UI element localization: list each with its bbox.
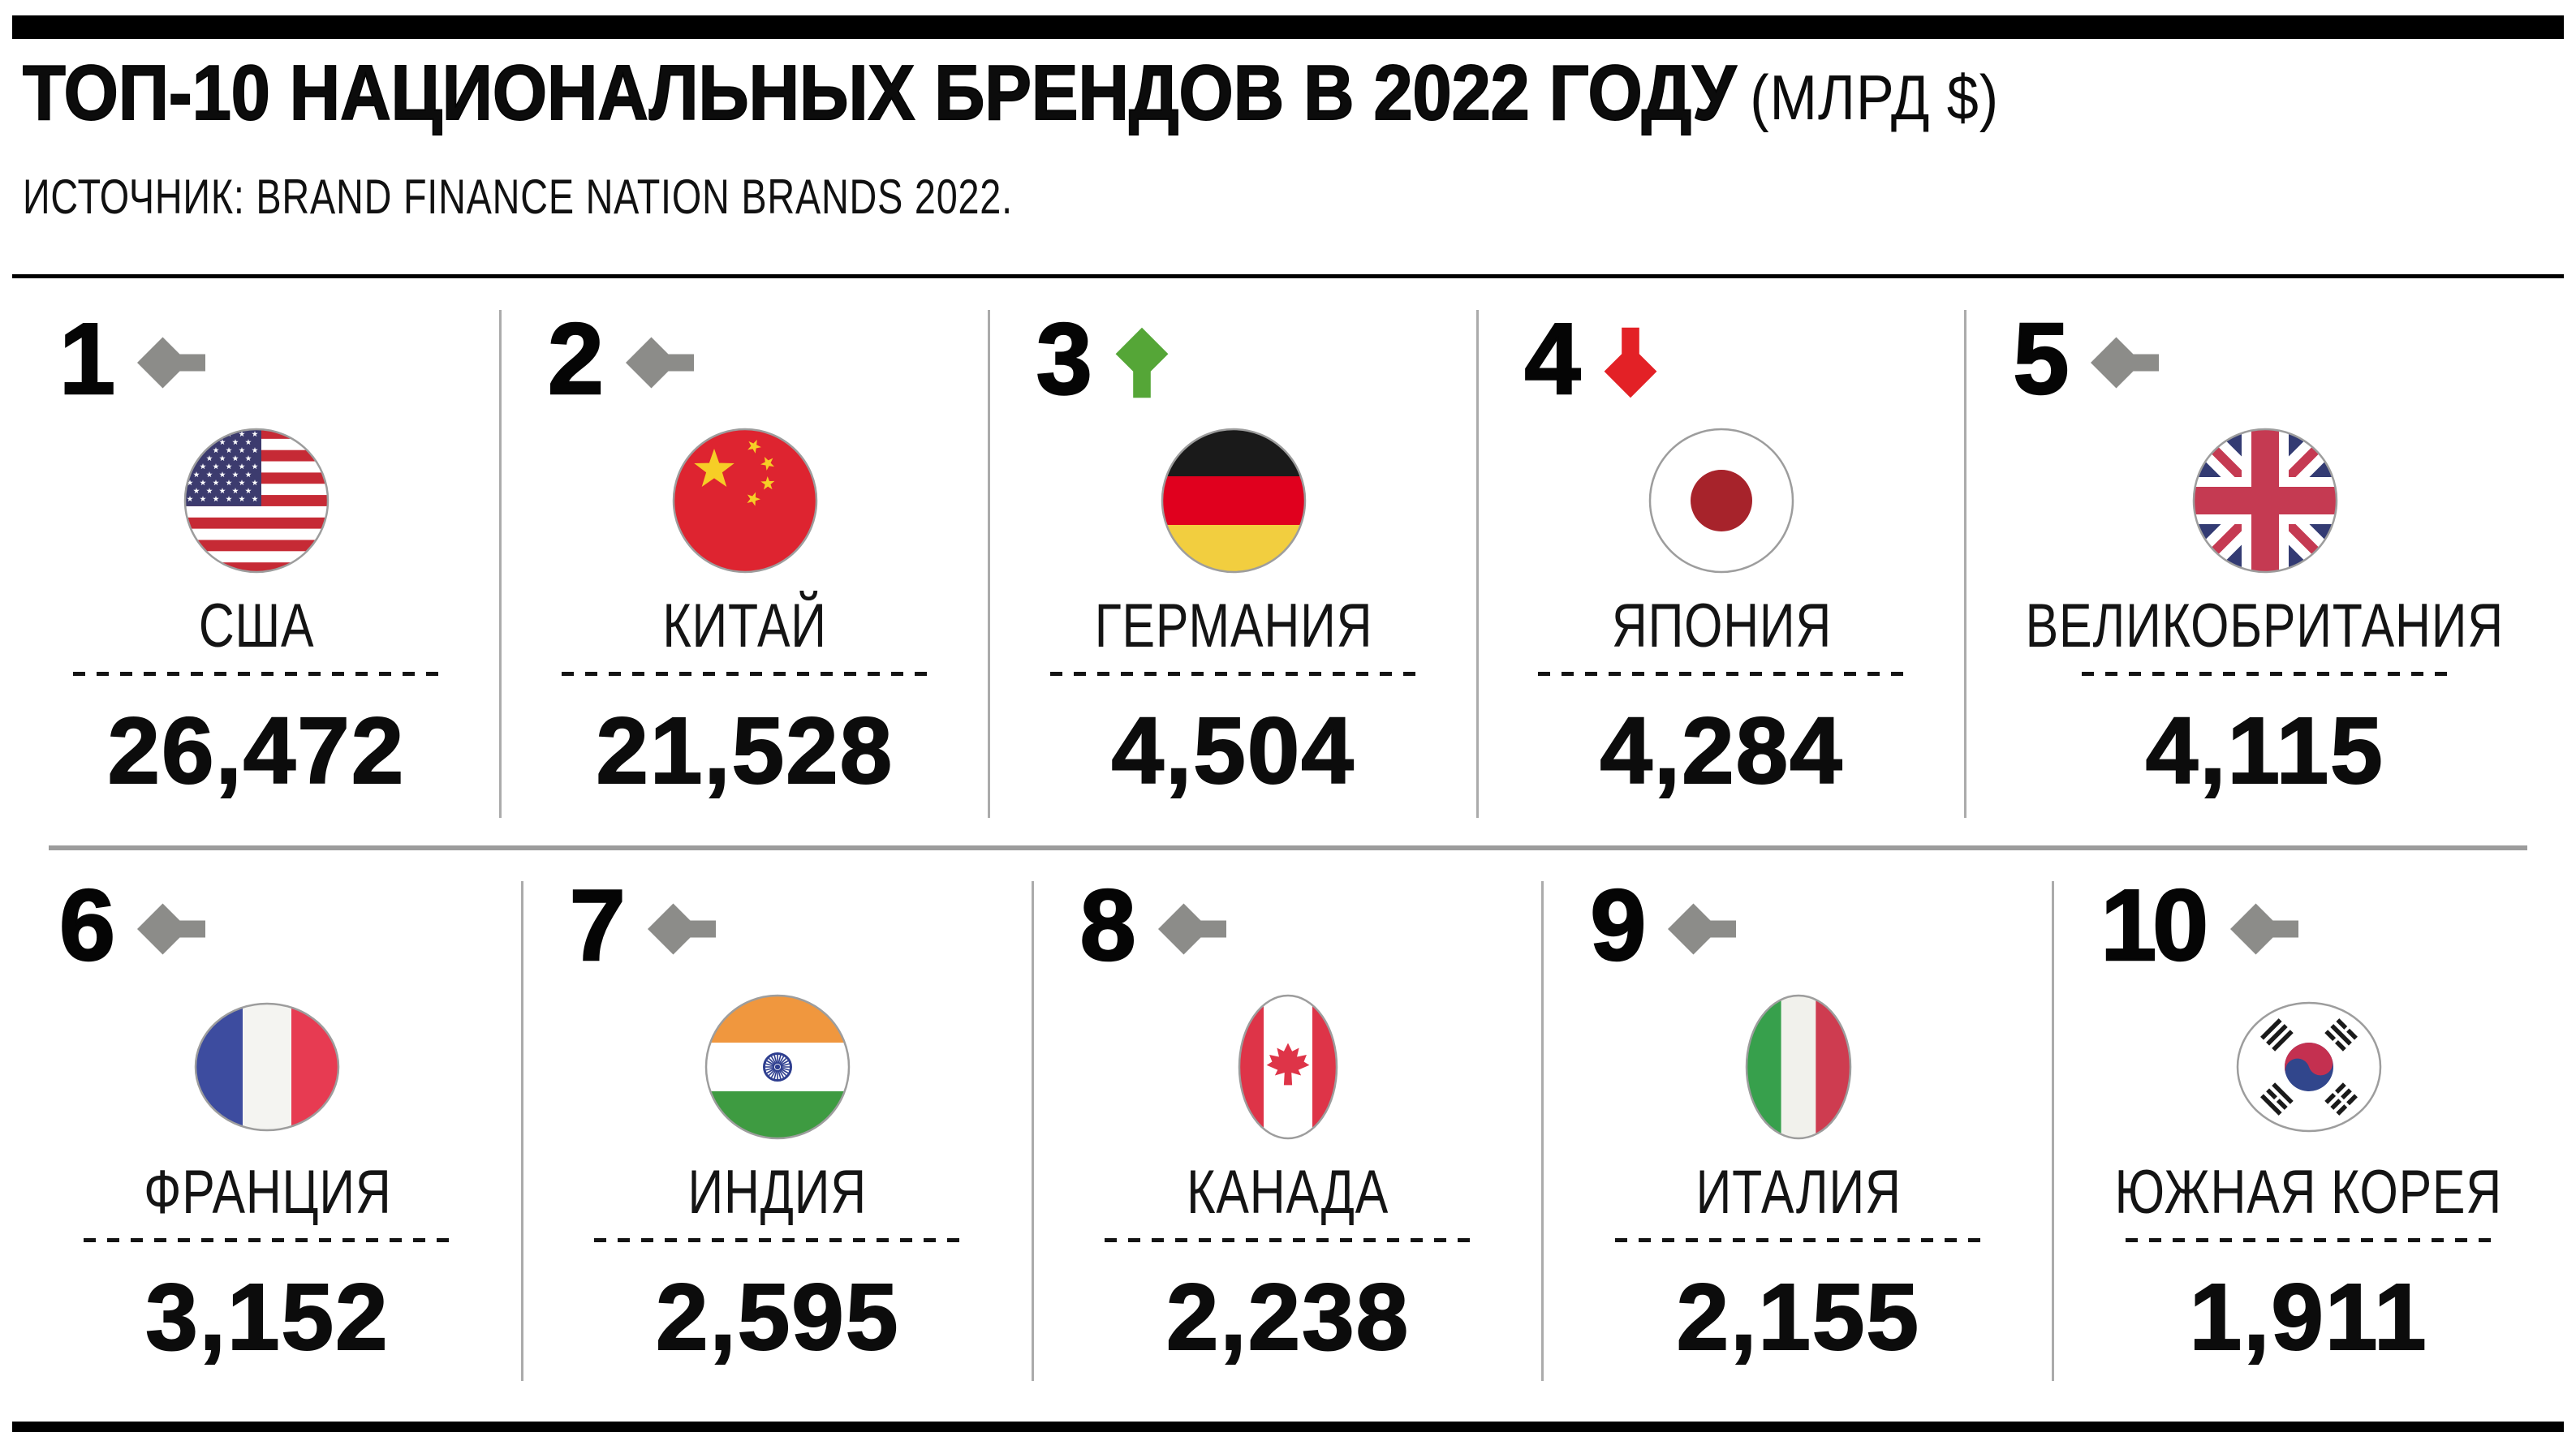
top-accent-bar <box>12 15 2564 39</box>
dashed-divider <box>1538 672 1906 676</box>
country-name: КИТАЙ <box>662 591 828 660</box>
trend-down-arrow-icon <box>1601 321 1660 399</box>
rank-number: 1 <box>58 303 116 416</box>
rank-row: 1 <box>12 303 501 416</box>
rank-number: 8 <box>1079 870 1136 983</box>
row-separator <box>49 845 2527 850</box>
brand-value: 4,504 <box>1110 698 1355 803</box>
rank-number: 6 <box>58 870 116 983</box>
trend-up-arrow-icon <box>1113 321 1171 399</box>
rank-row: 10 <box>2053 870 2564 983</box>
dashed-divider <box>561 672 928 676</box>
country-card: 9 ИТАЛИЯ 2,155 <box>1543 850 2054 1418</box>
country-name: КАНАДА <box>1187 1158 1389 1227</box>
country-name: ЮЖНАЯ КОРЕЯ <box>2114 1158 2503 1227</box>
brand-value: 2,155 <box>1676 1264 1920 1370</box>
flag-japan-icon <box>1478 425 1966 576</box>
rank-row: 6 <box>12 870 523 983</box>
grid-row-2: 6 ФРАНЦИЯ 3,152 7 ИНДИЯ 2,595 8 <box>12 850 2564 1418</box>
trend-same-arrow-icon <box>136 896 207 957</box>
dashed-divider <box>594 1238 962 1242</box>
trend-same-arrow-icon <box>2089 329 2160 391</box>
country-card: 8 КАНАДА 2,238 <box>1033 850 1544 1418</box>
rank-number: 4 <box>1523 303 1581 416</box>
rank-number: 2 <box>547 303 605 416</box>
brand-value: 1,911 <box>2189 1264 2428 1370</box>
country-card: 10 ЮЖНАЯ КОРЕЯ 1,911 <box>2053 850 2564 1418</box>
flag-canada-icon <box>1033 991 1544 1142</box>
flag-uk-icon <box>1966 425 2564 576</box>
dashed-divider <box>2081 672 2449 676</box>
brand-value: 2,595 <box>655 1264 900 1370</box>
brand-value: 2,238 <box>1165 1264 1411 1370</box>
page-title-text: ТОП-10 НАЦИОНАЛЬНЫХ БРЕНДОВ В 2022 ГОДУ <box>22 49 1737 136</box>
page-title-unit: (МЛРД $) <box>1750 62 1999 133</box>
country-name: ЯПОНИЯ <box>1611 591 1833 660</box>
dashed-divider <box>1614 1238 1982 1242</box>
dashed-divider <box>72 672 440 676</box>
dashed-divider <box>2125 1238 2492 1242</box>
country-name: США <box>198 591 315 660</box>
country-card: 4 ЯПОНИЯ 4,284 <box>1478 284 1967 845</box>
grid-row-1: 1 США 26,472 2 КИТАЙ 21,528 3 ГЕРМАНИЯ <box>12 284 2564 845</box>
country-card: 1 США 26,472 <box>12 284 502 845</box>
brand-value: 3,152 <box>144 1264 390 1370</box>
brand-value: 21,528 <box>595 698 894 803</box>
country-card: 3 ГЕРМАНИЯ 4,504 <box>989 284 1479 845</box>
rank-row: 2 <box>501 303 989 416</box>
flag-india-icon <box>523 991 1033 1142</box>
brand-value: 4,284 <box>1599 698 1844 803</box>
ranking-grid: 1 США 26,472 2 КИТАЙ 21,528 3 ГЕРМАНИЯ <box>12 284 2564 1418</box>
dashed-divider <box>84 1238 451 1242</box>
flag-italy-icon <box>1543 991 2053 1142</box>
country-name: ИТАЛИЯ <box>1695 1158 1902 1227</box>
page-title: ТОП-10 НАЦИОНАЛЬНЫХ БРЕНДОВ В 2022 ГОДУ … <box>22 49 1999 136</box>
flag-south-korea-icon <box>2053 991 2564 1142</box>
country-card: 2 КИТАЙ 21,528 <box>501 284 990 845</box>
rank-number: 3 <box>1035 303 1092 416</box>
flag-china-icon <box>501 425 989 576</box>
country-name: ФРАНЦИЯ <box>143 1158 392 1227</box>
flag-usa-icon <box>12 425 501 576</box>
brand-value: 4,115 <box>2145 698 2384 803</box>
country-name: ГЕРМАНИЯ <box>1094 591 1372 660</box>
country-name: ВЕЛИКОБРИТАНИЯ <box>2026 591 2505 660</box>
rank-number: 7 <box>569 870 627 983</box>
dashed-divider <box>1049 672 1417 676</box>
rank-row: 3 <box>989 303 1478 416</box>
trend-same-arrow-icon <box>624 329 696 391</box>
rank-number: 5 <box>2012 303 2070 416</box>
rank-row: 4 <box>1478 303 1966 416</box>
country-card: 7 ИНДИЯ 2,595 <box>523 850 1034 1418</box>
bottom-accent-bar <box>12 1422 2564 1432</box>
dashed-divider <box>1104 1238 1471 1242</box>
rank-row: 5 <box>1966 303 2564 416</box>
country-card: 6 ФРАНЦИЯ 3,152 <box>12 850 523 1418</box>
trend-same-arrow-icon <box>136 329 207 391</box>
rank-row: 7 <box>523 870 1033 983</box>
trend-same-arrow-icon <box>1157 896 1228 957</box>
source-line: ИСТОЧНИК: BRAND FINANCE NATION BRANDS 20… <box>23 170 1013 224</box>
flag-france-icon <box>12 991 523 1142</box>
country-name: ИНДИЯ <box>687 1158 868 1227</box>
rank-row: 8 <box>1033 870 1544 983</box>
country-card: 5 ВЕЛИКОБРИТАНИЯ 4,115 <box>1966 284 2564 845</box>
header-divider <box>12 274 2564 278</box>
rank-row: 9 <box>1543 870 2053 983</box>
flag-germany-icon <box>989 425 1478 576</box>
trend-same-arrow-icon <box>646 896 717 957</box>
brand-value: 26,472 <box>107 698 406 803</box>
trend-same-arrow-icon <box>1666 896 1738 957</box>
trend-same-arrow-icon <box>2229 896 2300 957</box>
rank-number: 9 <box>1589 870 1647 983</box>
rank-number: 10 <box>2100 870 2209 983</box>
